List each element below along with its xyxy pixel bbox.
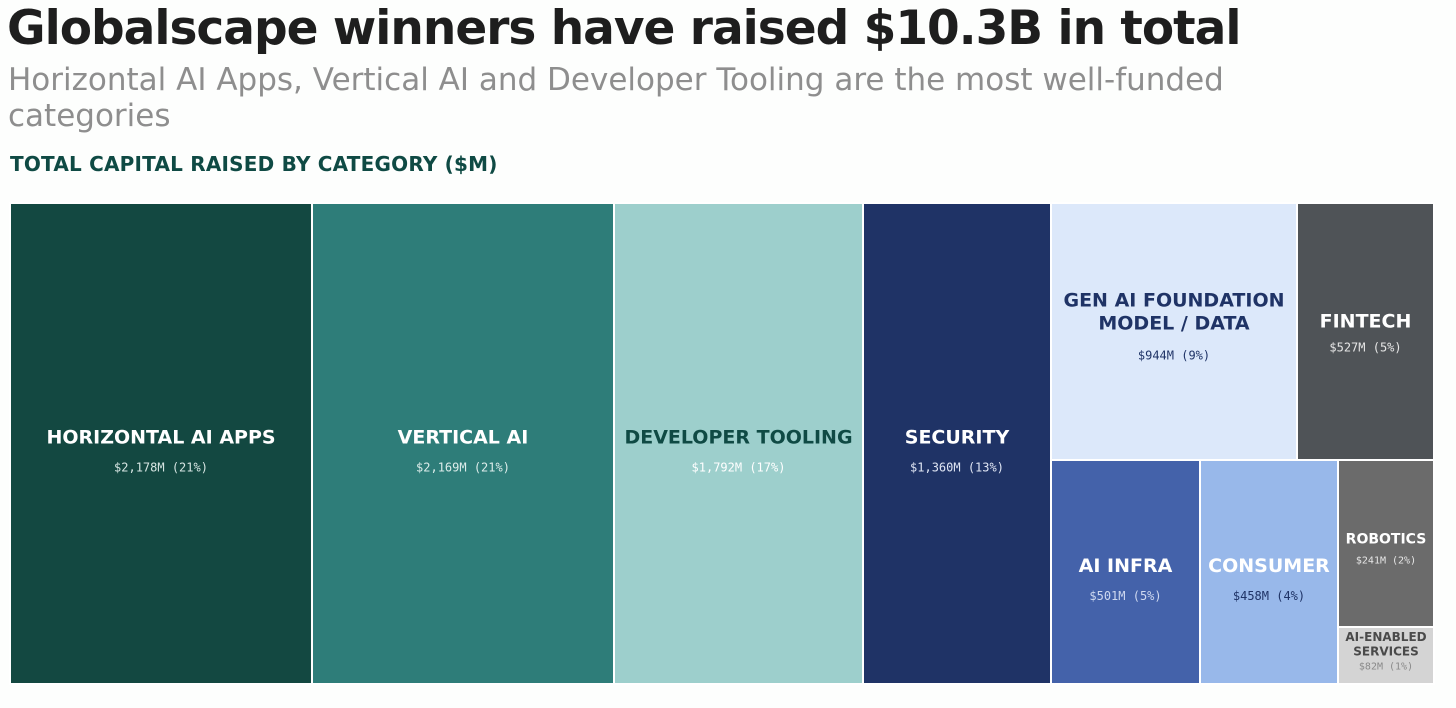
treemap-tile-ai-enabled-services: AI-ENABLED SERVICES $82M (1%) (1337, 626, 1435, 685)
tile-name-fintech: FINTECH (1320, 311, 1412, 333)
treemap-tile-security: SECURITY $1,360M (13%) (862, 202, 1052, 685)
treemap-tile-gen-ai-foundation-model-data: GEN AI FOUNDATION MODEL / DATA $944M (9%) (1050, 202, 1298, 461)
tile-value-developer-tooling: $1,792M (17%) (692, 461, 786, 475)
tile-name-developer-tooling: DEVELOPER TOOLING (624, 427, 852, 449)
tile-rect-developer-tooling (613, 202, 864, 685)
tile-name-ai-infra: AI INFRA (1079, 555, 1173, 577)
tile-name-security: SECURITY (905, 427, 1010, 449)
treemap-tile-fintech: FINTECH $527M (5%) (1296, 202, 1435, 461)
tile-value-ai-infra: $501M (5%) (1089, 589, 1161, 603)
treemap-tile-ai-infra: AI INFRA $501M (5%) (1050, 459, 1201, 685)
tile-rect-robotics (1337, 459, 1435, 628)
tile-rect-consumer (1199, 459, 1339, 685)
tile-rect-ai-enabled-services (1337, 626, 1435, 685)
tile-value-fintech: $527M (5%) (1329, 341, 1401, 355)
tile-value-ai-enabled-services: $82M (1%) (1359, 662, 1413, 673)
tile-value-security: $1,360M (13%) (910, 461, 1004, 475)
tile-name-consumer: CONSUMER (1208, 555, 1330, 577)
tile-rect-vertical-ai (311, 202, 615, 685)
tile-value-gen-ai-foundation-model-data: $944M (9%) (1138, 349, 1210, 363)
tile-value-vertical-ai: $2,169M (21%) (416, 461, 510, 475)
tile-name-gen-ai-foundation-model-data: GEN AI FOUNDATION MODEL / DATA (1063, 290, 1284, 335)
tile-rect-security (862, 202, 1052, 685)
treemap-tile-horizontal-ai-apps: HORIZONTAL AI APPS $2,178M (21%) (9, 202, 313, 685)
tile-value-robotics: $241M (2%) (1356, 556, 1416, 567)
treemap-tile-robotics: ROBOTICS $241M (2%) (1337, 459, 1435, 628)
tile-name-horizontal-ai-apps: HORIZONTAL AI APPS (46, 427, 275, 449)
tile-name-vertical-ai: VERTICAL AI (398, 427, 529, 449)
chart-title: Globalscape winners have raised $10.3B i… (7, 1, 1241, 56)
tile-rect-horizontal-ai-apps (9, 202, 313, 685)
tile-rect-fintech (1296, 202, 1435, 461)
tile-value-consumer: $458M (4%) (1233, 589, 1305, 603)
tile-name-ai-enabled-services: AI-ENABLED SERVICES (1345, 630, 1426, 658)
treemap-tile-vertical-ai: VERTICAL AI $2,169M (21%) (311, 202, 615, 685)
chart-subtitle: Horizontal AI Apps, Vertical AI and Deve… (8, 62, 1224, 134)
treemap-tile-consumer: CONSUMER $458M (4%) (1199, 459, 1339, 685)
tile-name-robotics: ROBOTICS (1346, 532, 1427, 548)
chart-section-label: TOTAL CAPITAL RAISED BY CATEGORY ($M) (10, 152, 498, 176)
tile-rect-gen-ai-foundation-model-data (1050, 202, 1298, 461)
tile-value-horizontal-ai-apps: $2,178M (21%) (114, 461, 208, 475)
treemap-tile-developer-tooling: DEVELOPER TOOLING $1,792M (17%) (613, 202, 864, 685)
